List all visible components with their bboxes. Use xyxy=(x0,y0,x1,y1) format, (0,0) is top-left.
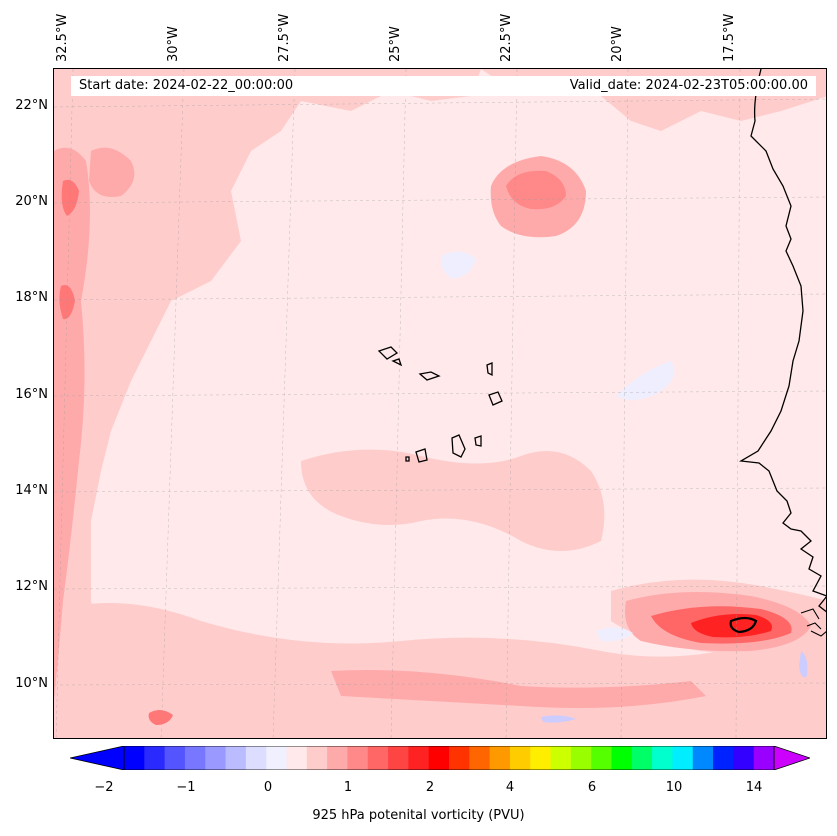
west-africa-coastline xyxy=(738,69,826,613)
colorbar-tick-neg1: −1 xyxy=(176,780,196,795)
colorbar-cell xyxy=(469,746,491,770)
island-sao-vicente xyxy=(391,358,403,367)
colorbar-cell xyxy=(327,746,348,770)
colorbar-cell xyxy=(347,746,369,770)
start-date-label: Start date: 2024-02-22_00:00:00 xyxy=(71,76,557,96)
valid-date-label: Valid_date: 2024-02-23T05:00:00.00 xyxy=(540,76,816,96)
island-sao-nicolau xyxy=(418,371,441,381)
pv-contour-medium-south-band xyxy=(331,670,706,709)
pv-contour-strong-west-spot xyxy=(61,179,79,216)
lat-label-16n: 16°N xyxy=(15,387,48,402)
cape-verde-islands xyxy=(377,346,503,463)
colorbar-tick-2: 2 xyxy=(425,780,435,795)
lat-label-18n: 18°N xyxy=(15,290,48,305)
colorbar-cell xyxy=(124,746,145,770)
map-gridlines xyxy=(54,69,826,738)
colorbar-tick-0: 0 xyxy=(263,780,273,795)
colorbar-cell xyxy=(164,746,186,770)
colorbar-cell xyxy=(611,746,633,770)
lon-label-32-5w: 32.5°W xyxy=(55,13,70,62)
colorbar-cell xyxy=(449,746,470,770)
colorbar-cell xyxy=(266,746,287,770)
island-santiago xyxy=(451,434,466,458)
colorbar-cell xyxy=(489,746,511,770)
lon-label-25w: 25°W xyxy=(388,26,403,62)
colorbar-cell xyxy=(530,746,552,770)
colorbar-cells xyxy=(124,746,775,770)
colorbar-cell xyxy=(733,746,755,770)
colorbar-cell xyxy=(184,746,206,770)
colorbar-cell xyxy=(753,746,775,770)
colorbar-cell xyxy=(388,746,409,770)
colorbar-cell xyxy=(713,746,734,770)
lat-label-22n: 22°N xyxy=(15,98,48,113)
island-santo-antao xyxy=(377,346,399,360)
colorbar-cell xyxy=(286,746,308,770)
colorbar-cell xyxy=(245,746,267,770)
lon-label-22-5w: 22.5°W xyxy=(499,13,514,62)
pv-contour-strong-west-spot-2 xyxy=(59,285,75,320)
pv-contour-light-center xyxy=(301,449,605,551)
pv-contour-bluish-5 xyxy=(799,651,808,678)
colorbar-cell xyxy=(408,746,430,770)
lat-label-10n: 10°N xyxy=(15,676,48,691)
colorbar-cell xyxy=(570,746,592,770)
colorbar-outline xyxy=(123,746,775,770)
colorbar-cell xyxy=(225,746,247,770)
colorbar-label: 925 hPa potenital vorticity (PVU) xyxy=(312,808,525,823)
lat-label-20n: 20°N xyxy=(15,194,48,209)
island-sal xyxy=(486,362,493,377)
colorbar-cell xyxy=(509,746,531,770)
pv-contour-bluish-4 xyxy=(541,715,576,723)
colorbar-cell xyxy=(631,746,653,770)
lat-label-12n: 12°N xyxy=(15,579,48,594)
colorbar-cell xyxy=(550,746,572,770)
pv-contour-medium-nw-cluster xyxy=(89,147,135,197)
colorbar-tick-neg2: −2 xyxy=(94,780,114,795)
island-maio xyxy=(474,435,482,447)
colorbar xyxy=(70,746,810,770)
pv-contour-bluish-2 xyxy=(616,361,675,400)
colorbar-tick-14: 14 xyxy=(745,780,763,795)
colorbar-max-arrow xyxy=(773,746,810,770)
colorbar-cell xyxy=(652,746,673,770)
bijagos-coast-detail xyxy=(800,608,826,637)
colorbar-tick-1: 1 xyxy=(343,780,353,795)
colorbar-cell xyxy=(591,746,612,770)
island-boa-vista xyxy=(488,391,503,406)
colorbar-cell xyxy=(672,746,694,770)
island-fogo xyxy=(415,448,428,463)
lon-label-27-5w: 27.5°W xyxy=(277,13,292,62)
island-brava xyxy=(405,456,410,462)
lat-label-14n: 14°N xyxy=(15,483,48,498)
colorbar-min-arrow xyxy=(70,746,125,770)
pv-contour-bluish-3 xyxy=(596,627,633,642)
colorbar-tick-4: 4 xyxy=(505,780,515,795)
colorbar-cell xyxy=(306,746,328,770)
colorbar-cell xyxy=(428,746,450,770)
pv-contour-light-northwest xyxy=(54,69,481,641)
pv-contour-strong-sw-spot xyxy=(148,709,173,725)
pv-contour-bluish-1 xyxy=(440,251,476,279)
colorbar-cell xyxy=(367,746,389,770)
lon-label-20w: 20°W xyxy=(610,26,625,62)
lon-label-17-5w: 17.5°W xyxy=(722,13,737,62)
colorbar-cell xyxy=(144,746,166,770)
pv-contour-strong-north-blob xyxy=(506,170,566,210)
core-contour-outline xyxy=(729,616,758,634)
colorbar-tick-6: 6 xyxy=(587,780,597,795)
lon-label-30w: 30°W xyxy=(166,26,181,62)
map-canvas[interactable] xyxy=(54,69,827,739)
colorbar-cell xyxy=(205,746,227,770)
colorbar-cell xyxy=(692,746,714,770)
map-frame[interactable] xyxy=(53,68,827,739)
colorbar-tick-10: 10 xyxy=(665,780,683,795)
